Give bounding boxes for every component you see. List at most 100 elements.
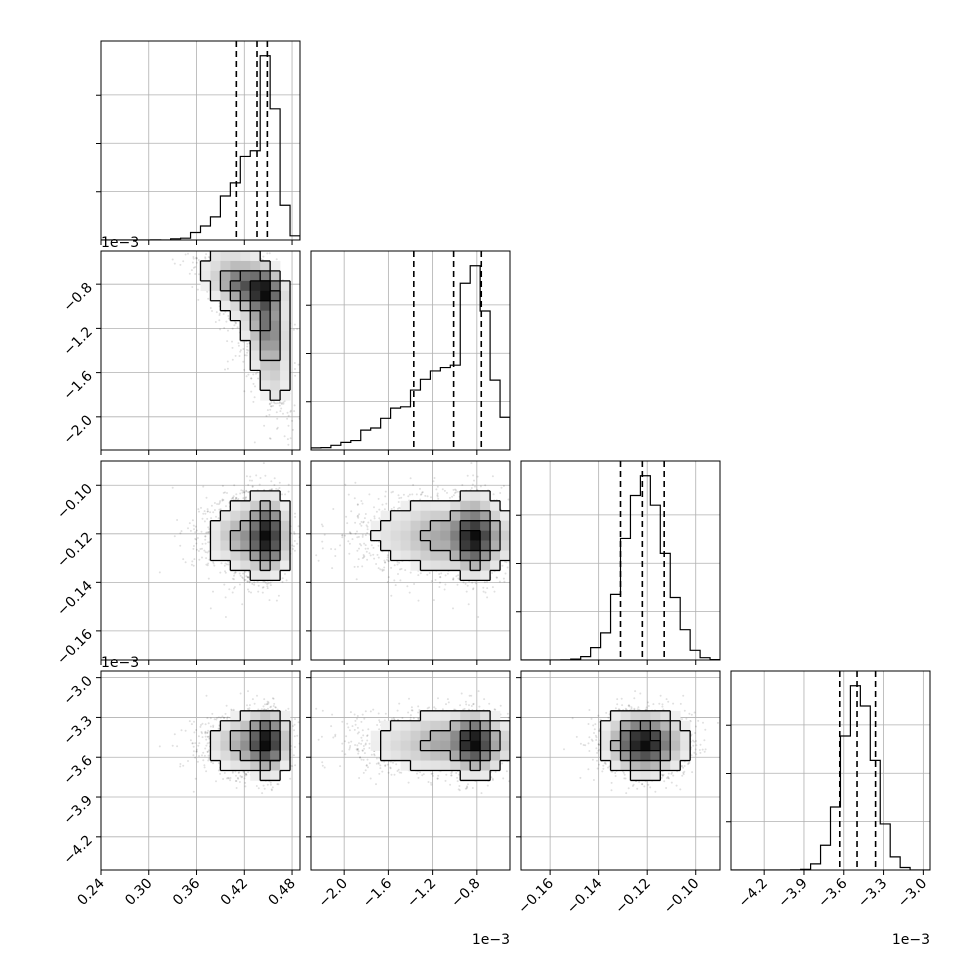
scatter-point bbox=[207, 531, 210, 534]
density-cell bbox=[230, 280, 241, 292]
scatter-point bbox=[196, 537, 199, 539]
scatter-point bbox=[253, 583, 256, 586]
scatter-point bbox=[216, 247, 218, 249]
histogram bbox=[101, 55, 300, 240]
scatter-point bbox=[287, 443, 290, 446]
scatter-point bbox=[192, 256, 195, 258]
scatter-point bbox=[211, 238, 213, 240]
density-cell bbox=[230, 510, 241, 521]
scatter-point bbox=[293, 540, 296, 542]
scatter-point bbox=[212, 247, 214, 249]
scatter-point bbox=[213, 502, 216, 504]
scatter-point bbox=[239, 350, 242, 353]
scatter-point bbox=[224, 562, 227, 565]
density-cell bbox=[260, 520, 271, 531]
scatter-point bbox=[280, 403, 283, 405]
scatter-point bbox=[269, 408, 272, 411]
scatter-point bbox=[244, 354, 247, 357]
scatter-point bbox=[252, 382, 255, 385]
scatter-point bbox=[180, 530, 183, 533]
density-cell bbox=[280, 390, 291, 401]
density-cell bbox=[270, 570, 281, 581]
scatter-point bbox=[291, 544, 294, 547]
scatter-point bbox=[207, 541, 210, 544]
scatter-point bbox=[195, 257, 198, 260]
scatter-point bbox=[173, 262, 176, 265]
scatter-point bbox=[396, 507, 399, 510]
scatter-point bbox=[252, 373, 255, 376]
scatter-point bbox=[232, 495, 235, 498]
density-cell bbox=[280, 360, 291, 371]
scatter-point bbox=[269, 437, 272, 440]
density-cell bbox=[240, 251, 251, 262]
scatter-point bbox=[293, 362, 296, 364]
scatter-point bbox=[246, 576, 249, 578]
scatter-point bbox=[218, 319, 221, 322]
scatter-point bbox=[477, 616, 480, 618]
density-cell bbox=[230, 260, 241, 272]
scatter-point bbox=[234, 571, 237, 574]
scatter-point bbox=[244, 578, 247, 581]
scatter-point bbox=[198, 273, 200, 276]
density-cell bbox=[240, 530, 251, 541]
density-cell bbox=[210, 270, 221, 282]
scatter-point bbox=[411, 493, 414, 496]
scatter-point bbox=[187, 252, 189, 255]
scatter-point bbox=[206, 564, 209, 567]
scatter-point bbox=[181, 243, 183, 245]
scatter-point bbox=[221, 499, 224, 502]
density-cell bbox=[260, 500, 271, 512]
density-cell bbox=[270, 270, 281, 282]
density-cell bbox=[270, 550, 281, 561]
scatter-point bbox=[269, 584, 272, 587]
density-cell bbox=[240, 320, 251, 331]
scatter-point bbox=[239, 349, 242, 352]
scatter-point bbox=[207, 256, 210, 259]
scatter-point bbox=[231, 340, 233, 343]
scatter-point bbox=[192, 545, 195, 547]
scatter-point bbox=[270, 405, 273, 408]
scatter-point bbox=[228, 588, 231, 591]
scatter-point bbox=[197, 550, 200, 552]
scatter-point bbox=[245, 348, 248, 351]
density-cell bbox=[260, 490, 271, 502]
scatter-point bbox=[243, 368, 246, 371]
density-cell bbox=[260, 390, 271, 401]
density-cell bbox=[240, 290, 251, 302]
scatter-point bbox=[212, 562, 215, 565]
density-cell bbox=[260, 540, 271, 551]
scatter-point bbox=[246, 342, 249, 345]
scatter-point bbox=[281, 475, 283, 477]
scatter-point bbox=[214, 321, 217, 323]
scatter-point bbox=[222, 313, 225, 315]
scatter-point bbox=[293, 410, 296, 413]
scatter-point bbox=[245, 375, 248, 378]
scatter-point bbox=[235, 497, 237, 500]
panel-frame bbox=[100, 40, 301, 241]
scatter-point bbox=[192, 564, 195, 567]
contour-level-3 bbox=[249, 280, 271, 302]
scatter-point bbox=[246, 345, 249, 348]
scatter-point bbox=[207, 562, 210, 565]
scatter-point bbox=[198, 558, 201, 561]
scatter-point bbox=[439, 581, 441, 584]
scatter-point bbox=[281, 581, 284, 583]
scatter-point bbox=[159, 222, 161, 224]
histogram bbox=[311, 265, 510, 450]
scatter-point bbox=[227, 233, 229, 235]
scatter-point bbox=[242, 340, 245, 343]
scatter-point bbox=[193, 244, 195, 246]
density-cell bbox=[210, 280, 221, 292]
scatter-point bbox=[246, 576, 249, 579]
scatter-point bbox=[179, 544, 182, 547]
scatter-point bbox=[261, 591, 264, 594]
scatter-point bbox=[200, 506, 202, 509]
density-cell bbox=[280, 560, 291, 571]
density-cell bbox=[260, 260, 271, 272]
scatter-point bbox=[219, 328, 222, 331]
scatter-point bbox=[190, 563, 193, 566]
scatter-point bbox=[232, 497, 235, 499]
scatter-point bbox=[287, 483, 290, 486]
scatter-point bbox=[281, 493, 283, 496]
scatter-point bbox=[251, 485, 254, 488]
